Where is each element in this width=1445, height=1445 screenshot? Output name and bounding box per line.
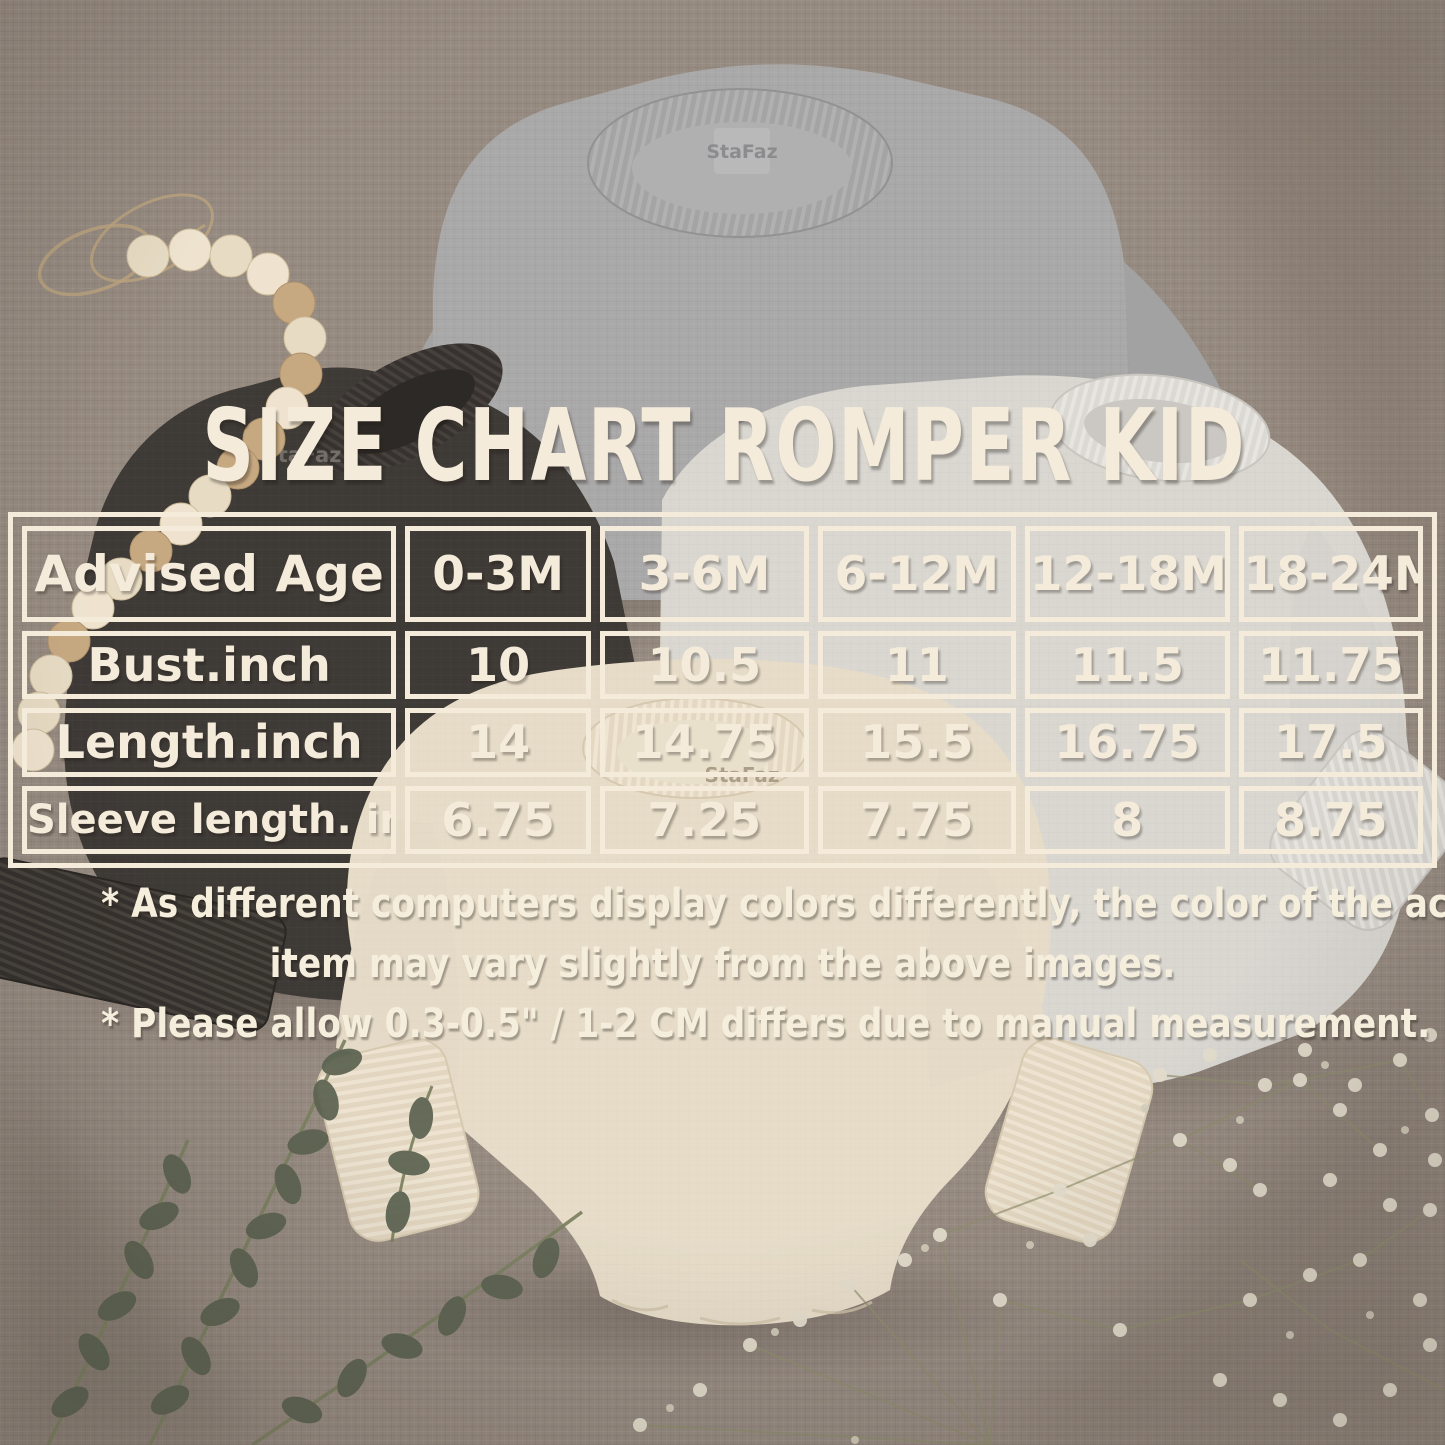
data-cell: 10.5 xyxy=(600,631,809,700)
header-cell-18-24m: 18-24M xyxy=(1238,526,1423,622)
page-title: SIZE CHART ROMPER KID xyxy=(202,387,1246,504)
header-cell-0-3m: 0-3M xyxy=(405,526,592,622)
data-cell: 6.75 xyxy=(405,785,592,854)
data-cell: 14 xyxy=(405,708,592,777)
data-cell: 7.25 xyxy=(600,785,809,854)
table-row-sleeve: Sleeve length. inch 6.75 7.25 7.75 8 8.7… xyxy=(22,785,1423,854)
disclaimer-line: * Please allow 0.3-0.5" / 1-2 CM differs… xyxy=(101,1001,1431,1047)
size-table: Advised Age 0-3M 3-6M 6-12M 12-18M 18-24… xyxy=(8,512,1437,868)
disclaimer-notes: * As different computers display colors … xyxy=(101,874,1445,1054)
row-label-cell: Length.inch xyxy=(22,708,397,777)
header-cell-12-18m: 12-18M xyxy=(1024,526,1230,622)
size-table-container: Advised Age 0-3M 3-6M 6-12M 12-18M 18-24… xyxy=(8,512,1437,868)
disclaimer-line: * As different computers display colors … xyxy=(101,881,1445,927)
data-cell: 7.75 xyxy=(817,785,1016,854)
data-cell: 14.75 xyxy=(600,708,809,777)
row-label-cell: Bust.inch xyxy=(22,631,397,700)
data-cell: 11 xyxy=(817,631,1016,700)
header-cell-3-6m: 3-6M xyxy=(600,526,809,622)
data-cell: 11.75 xyxy=(1238,631,1423,700)
disclaimer-line: item may vary slightly from the above im… xyxy=(269,941,1176,987)
header-cell-6-12m: 6-12M xyxy=(817,526,1016,622)
row-label-cell: Sleeve length. inch xyxy=(22,785,397,854)
data-cell: 16.75 xyxy=(1024,708,1230,777)
table-header-row: Advised Age 0-3M 3-6M 6-12M 12-18M 18-24… xyxy=(22,526,1423,622)
table-row-bust: Bust.inch 10 10.5 11 11.5 11.75 xyxy=(22,631,1423,700)
header-cell-advised-age: Advised Age xyxy=(22,526,397,622)
data-cell: 11.5 xyxy=(1024,631,1230,700)
data-cell: 10 xyxy=(405,631,592,700)
data-cell: 15.5 xyxy=(817,708,1016,777)
table-row-length: Length.inch 14 14.75 15.5 16.75 17.5 xyxy=(22,708,1423,777)
data-cell: 8 xyxy=(1024,785,1230,854)
data-cell: 17.5 xyxy=(1238,708,1423,777)
data-cell: 8.75 xyxy=(1238,785,1423,854)
